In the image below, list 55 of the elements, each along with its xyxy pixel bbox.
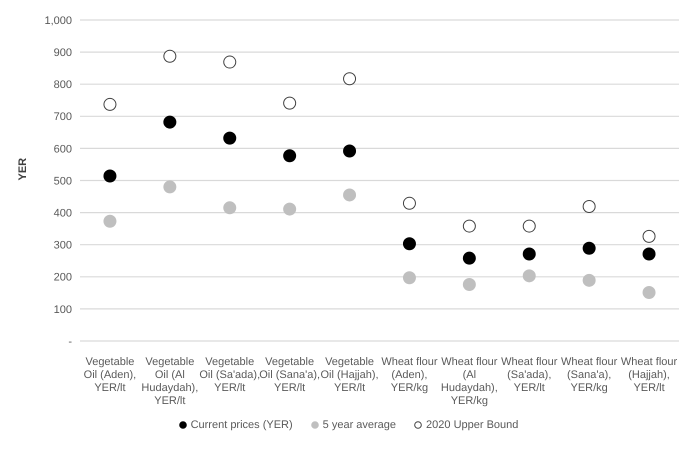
legend-label: 2020 Upper Bound — [425, 419, 518, 431]
legend-label: 5 year average — [322, 419, 396, 431]
point — [283, 149, 296, 162]
point — [343, 144, 356, 158]
point — [462, 252, 476, 265]
point — [343, 188, 356, 202]
y-tick-label: 200 — [54, 272, 72, 284]
y-tick-label: - — [68, 336, 72, 348]
point — [462, 278, 476, 292]
x-tick-label: Wheat flour (Sana'a), YER/kg — [561, 356, 618, 394]
point — [223, 201, 236, 214]
x-tick-label: Vegetable Oil (Aden), YER/lt — [84, 356, 136, 394]
point — [103, 98, 116, 111]
x-tick-label: Vegetable Oil (Sa'ada), YER/lt — [199, 356, 260, 394]
point — [402, 196, 416, 210]
y-tick-label: 300 — [54, 240, 72, 252]
y-tick-label: 900 — [54, 47, 72, 60]
point — [582, 274, 596, 287]
point — [223, 56, 236, 69]
y-tick-label: 100 — [54, 304, 72, 316]
point — [642, 286, 656, 300]
y-axis-title: YER — [16, 158, 29, 180]
point — [103, 170, 116, 183]
point — [582, 200, 596, 213]
point — [283, 202, 296, 216]
point — [522, 220, 536, 233]
point — [642, 230, 656, 243]
point — [582, 242, 596, 255]
point — [163, 116, 176, 129]
x-tick-label: Wheat flour (Hajjah), YER/lt — [620, 356, 678, 394]
y-tick-label: 400 — [54, 208, 72, 220]
x-tick-label: Vegetable Oil (Al Hudaydah), YER/lt — [141, 356, 198, 407]
point — [402, 271, 416, 284]
legend-label: Current prices (YER) — [190, 419, 293, 431]
x-tick-label: Wheat flour (Aden), YER/kg — [381, 356, 438, 394]
point — [522, 248, 536, 261]
y-tick-label: 500 — [54, 175, 72, 188]
x-tick-label: Vegetable Oil (Sana'a), YER/lt — [259, 356, 320, 394]
point — [103, 214, 116, 228]
point — [402, 237, 416, 250]
point — [522, 269, 536, 282]
y-tick-label: 1,000 — [44, 14, 72, 27]
point — [462, 220, 476, 233]
point — [163, 180, 176, 194]
y-tick-label: 600 — [54, 143, 72, 156]
point — [343, 72, 356, 86]
point — [223, 132, 236, 145]
point — [283, 96, 296, 110]
y-tick-label: 800 — [54, 79, 72, 92]
x-tick-label: Vegetable Oil (Hajjah), YER/lt — [320, 356, 379, 394]
point — [163, 50, 176, 63]
x-tick-label: Wheat flour (Sa'ada), YER/lt — [501, 356, 558, 394]
x-tick-label: Wheat flour (Al Hudaydah), YER/kg — [440, 356, 498, 407]
point — [642, 248, 656, 261]
y-tick-label: 700 — [54, 111, 72, 124]
